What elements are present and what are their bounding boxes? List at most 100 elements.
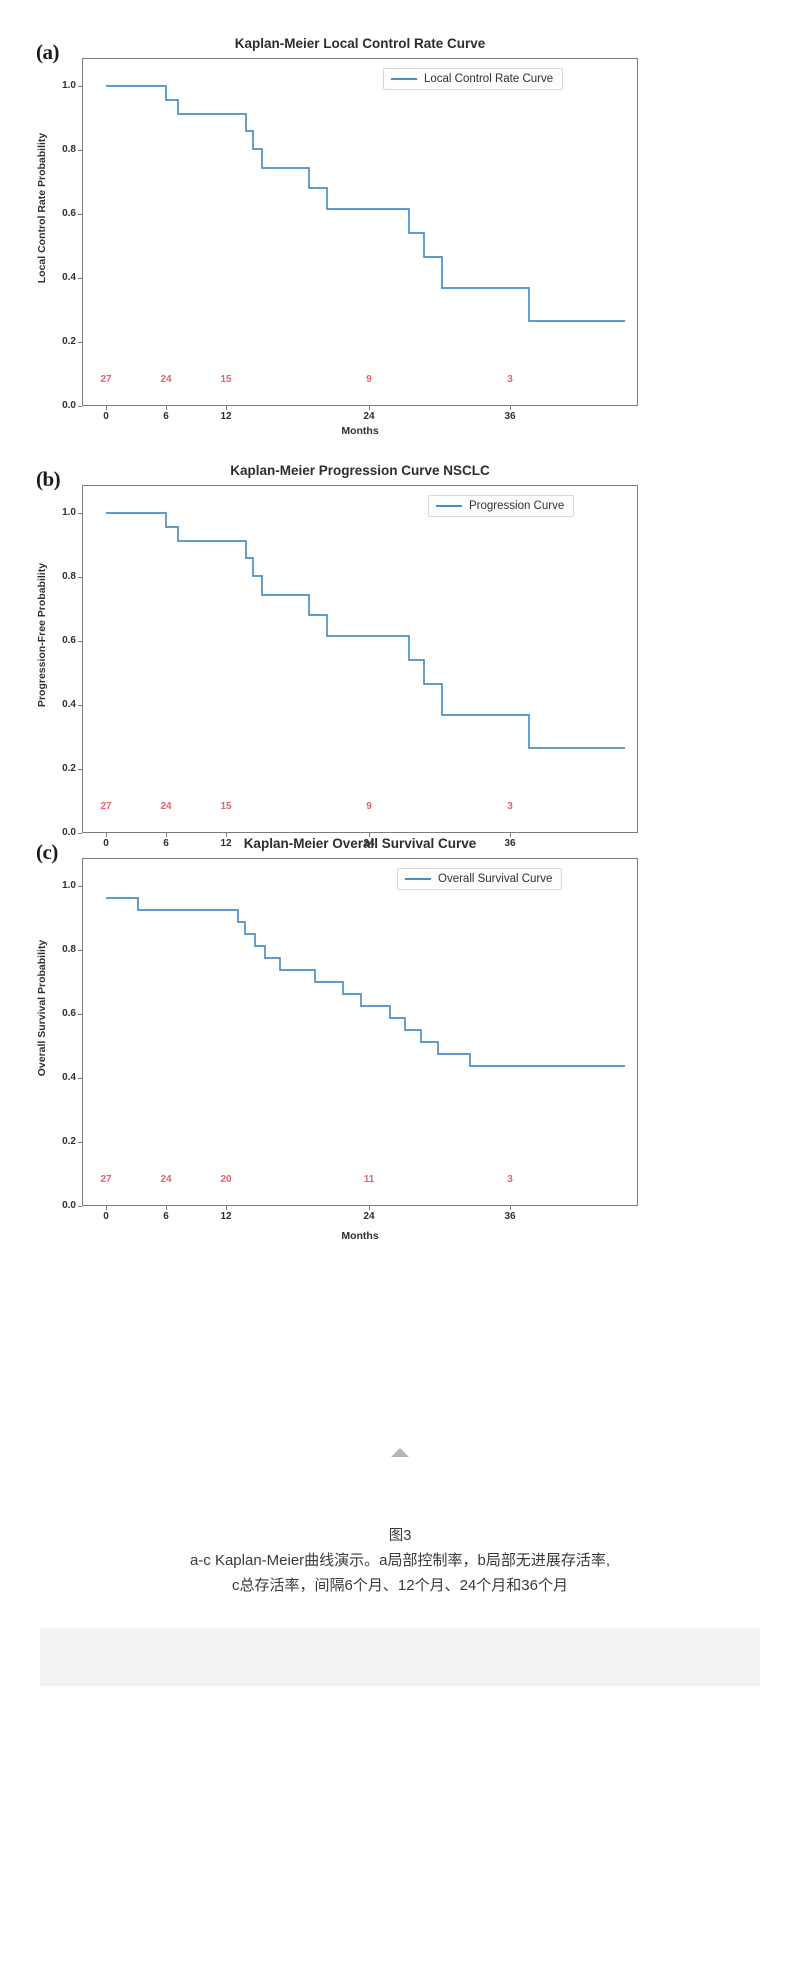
panel-c-xtick-mark-0 — [106, 1206, 107, 1210]
panel-a-plot-area — [82, 58, 638, 406]
panel-b-ytick-2: 0.4 — [62, 699, 76, 710]
legend-line-swatch-b — [436, 505, 462, 507]
panel-b-ytick-0: 0.0 — [62, 827, 76, 838]
panel-b-ytick-mark-3 — [78, 641, 82, 642]
panel-b-risk-2: 15 — [220, 801, 232, 812]
panel-b-xtick-mark-4 — [510, 833, 511, 837]
panel-c-ytick-5: 1.0 — [62, 880, 76, 891]
panel-b-xtick-1: 6 — [163, 838, 169, 849]
panel-b-ytick-3: 0.6 — [62, 635, 76, 646]
panel-b-ytick-mark-1 — [78, 769, 82, 770]
panel-b-risk-1: 24 — [160, 801, 172, 812]
panel-b-risk-0: 27 — [100, 801, 112, 812]
panel-a-ytick-5: 1.0 — [62, 80, 76, 91]
panel-a-ytick-mark-2 — [78, 278, 82, 279]
panel-b: (b) Kaplan-Meier Progression Curve NSCLC… — [0, 425, 800, 849]
panel-a-ytick-2: 0.4 — [62, 272, 76, 283]
panel-b-xtick-mark-3 — [369, 833, 370, 837]
panel-c-ytick-mark-5 — [78, 886, 82, 887]
panel-b-xtick-2: 12 — [220, 838, 232, 849]
panel-b-xtick-3: 24 — [363, 838, 375, 849]
panel-a-xtick-mark-4 — [510, 406, 511, 410]
panel-c-ytick-mark-4 — [78, 950, 82, 951]
panel-a-ytick-mark-5 — [78, 86, 82, 87]
panel-a-xtick-4: 36 — [504, 411, 516, 422]
panel-a-ytick-3: 0.6 — [62, 208, 76, 219]
panel-a-ytick-1: 0.2 — [62, 336, 76, 347]
panel-a-xtick-mark-0 — [106, 406, 107, 410]
panel-a-risk-3: 9 — [366, 374, 372, 385]
panel-c-xtick-2: 12 — [220, 1211, 232, 1222]
panel-c-xtick-mark-2 — [226, 1206, 227, 1210]
panel-b-ytick-mark-5 — [78, 513, 82, 514]
panel-c-xtick-3: 24 — [363, 1211, 375, 1222]
panel-b-xtick-4: 36 — [504, 838, 516, 849]
panel-a-ytick-0: 0.0 — [62, 400, 76, 411]
panel-b-plot-area — [82, 485, 638, 833]
panel-b-risk-3: 9 — [366, 801, 372, 812]
panel-c-xtick-4: 36 — [504, 1211, 516, 1222]
panel-a-risk-1: 24 — [160, 374, 172, 385]
panel-a-risk-4: 3 — [507, 374, 513, 385]
panel-b-xtick-mark-1 — [166, 833, 167, 837]
triangle-up-icon[interactable] — [391, 1448, 409, 1457]
panel-a-legend-label: Local Control Rate Curve — [424, 73, 554, 85]
panel-c-ytick-mark-1 — [78, 1142, 82, 1143]
panel-b-km-curve — [106, 512, 625, 749]
panel-a-xtick-1: 6 — [163, 411, 169, 422]
panel-c-ytick-4: 0.8 — [62, 944, 76, 955]
panel-a-ytick-mark-3 — [78, 214, 82, 215]
panel-a-ytick-mark-0 — [78, 406, 82, 407]
panel-b-ytick-mark-4 — [78, 577, 82, 578]
panel-a-letter: (a) — [36, 40, 60, 64]
panel-c-risk-2: 20 — [220, 1174, 232, 1185]
panel-b-letter: (b) — [36, 467, 61, 491]
panel-b-ytick-1: 0.2 — [62, 763, 76, 774]
panel-c-km-curve — [106, 897, 625, 1067]
panel-b-ytick-mark-2 — [78, 705, 82, 706]
figure-caption-line-2: c总存活率，间隔6个月、12个月、24个月和36个月 — [232, 1577, 568, 1594]
legend-line-swatch-a — [391, 78, 417, 80]
panel-b-xtick-mark-0 — [106, 833, 107, 837]
panel-c-xtick-0: 0 — [103, 1211, 109, 1222]
panel-a-xtick-3: 24 — [363, 411, 375, 422]
panel-c-risk-1: 24 — [160, 1174, 172, 1185]
panel-b-xtick-mark-2 — [226, 833, 227, 837]
figure-caption: 图3 a-c Kaplan-Meier曲线演示。a局部控制率，b局部无进展存活率… — [0, 1524, 800, 1598]
panel-a-xtick-0: 0 — [103, 411, 109, 422]
panel-a-x-axis-label: Months — [341, 425, 379, 437]
panel-b-ytick-mark-0 — [78, 833, 82, 834]
panel-b-title: Kaplan-Meier Progression Curve NSCLC — [230, 463, 490, 478]
panel-b-ytick-5: 1.0 — [62, 507, 76, 518]
panel-c-risk-3: 11 — [363, 1174, 375, 1185]
panel-c-ytick-3: 0.6 — [62, 1008, 76, 1019]
panel-c-ytick-mark-0 — [78, 1206, 82, 1207]
panel-a-xtick-mark-3 — [369, 406, 370, 410]
panel-b-risk-4: 3 — [507, 801, 513, 812]
panel-a-ytick-mark-4 — [78, 150, 82, 151]
panel-a-xtick-mark-1 — [166, 406, 167, 410]
panel-c-ytick-1: 0.2 — [62, 1136, 76, 1147]
panel-c: (c) Kaplan-Meier Overall Survival Curve … — [0, 825, 800, 1225]
panel-c-xtick-mark-4 — [510, 1206, 511, 1210]
panel-a-risk-0: 27 — [100, 374, 112, 385]
panel-a-risk-2: 15 — [220, 374, 232, 385]
panel-c-xtick-mark-1 — [166, 1206, 167, 1210]
panel-c-plot-area — [82, 858, 638, 1206]
panel-c-ytick-2: 0.4 — [62, 1072, 76, 1083]
panel-c-ytick-mark-3 — [78, 1014, 82, 1015]
panel-b-legend-label: Progression Curve — [469, 500, 565, 512]
panel-b-xtick-0: 0 — [103, 838, 109, 849]
panel-c-risk-4: 3 — [507, 1174, 513, 1185]
panel-c-ytick-0: 0.0 — [62, 1200, 76, 1211]
panel-c-x-axis-label: Months — [341, 1230, 379, 1242]
footer-band — [40, 1628, 760, 1686]
panel-c-title: Kaplan-Meier Overall Survival Curve — [243, 836, 477, 851]
panel-a-xtick-mark-2 — [226, 406, 227, 410]
panel-a: (a) Kaplan-Meier Local Control Rate Curv… — [0, 30, 800, 422]
panel-a-ytick-4: 0.8 — [62, 144, 76, 155]
figure-caption-line-1: a-c Kaplan-Meier曲线演示。a局部控制率，b局部无进展存活率, — [189, 1552, 611, 1569]
panel-a-title: Kaplan-Meier Local Control Rate Curve — [234, 36, 486, 51]
panel-b-ytick-4: 0.8 — [62, 571, 76, 582]
